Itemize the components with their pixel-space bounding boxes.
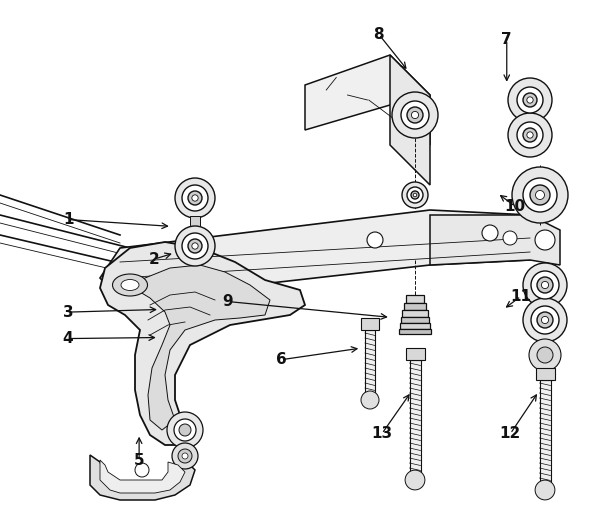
Text: 3: 3: [63, 305, 73, 320]
Circle shape: [182, 453, 188, 459]
Circle shape: [531, 271, 559, 299]
Text: 7: 7: [501, 32, 512, 47]
Circle shape: [407, 187, 423, 203]
Text: 6: 6: [276, 352, 287, 367]
Circle shape: [530, 185, 550, 205]
Text: 8: 8: [374, 27, 384, 42]
Text: 4: 4: [63, 331, 73, 346]
Circle shape: [537, 312, 553, 328]
Polygon shape: [390, 55, 430, 185]
Circle shape: [542, 316, 549, 324]
Polygon shape: [140, 265, 270, 430]
Bar: [400, 323, 430, 329]
Circle shape: [192, 243, 198, 249]
Bar: [410, 360, 420, 480]
Ellipse shape: [112, 274, 147, 296]
Circle shape: [529, 339, 561, 371]
Bar: [180, 446, 190, 454]
Circle shape: [523, 263, 567, 307]
Circle shape: [401, 101, 429, 129]
Circle shape: [531, 306, 559, 334]
Circle shape: [174, 419, 196, 441]
Circle shape: [517, 122, 543, 148]
Circle shape: [413, 193, 417, 197]
Circle shape: [135, 463, 149, 477]
Ellipse shape: [121, 279, 139, 290]
Polygon shape: [305, 55, 430, 145]
Circle shape: [192, 195, 198, 201]
Text: 12: 12: [500, 426, 521, 441]
Circle shape: [535, 230, 555, 250]
Polygon shape: [100, 242, 305, 445]
Bar: [522, 122, 538, 132]
Circle shape: [172, 443, 198, 469]
Circle shape: [508, 78, 552, 122]
Circle shape: [175, 178, 215, 218]
Text: 9: 9: [223, 294, 233, 309]
Bar: [402, 310, 428, 317]
Text: 5: 5: [134, 453, 144, 468]
Circle shape: [503, 231, 517, 245]
Circle shape: [367, 232, 383, 248]
Circle shape: [523, 128, 537, 142]
Circle shape: [523, 93, 537, 107]
Circle shape: [536, 190, 545, 199]
Circle shape: [508, 113, 552, 157]
Circle shape: [407, 107, 423, 123]
Circle shape: [402, 182, 428, 208]
Circle shape: [411, 112, 419, 118]
Bar: [537, 307, 553, 315]
Circle shape: [527, 132, 533, 138]
Bar: [399, 329, 431, 334]
Circle shape: [179, 424, 191, 436]
Text: 13: 13: [371, 426, 392, 441]
Bar: [406, 348, 424, 360]
Bar: [401, 317, 429, 323]
Circle shape: [537, 277, 553, 293]
Bar: [190, 216, 200, 226]
Circle shape: [167, 412, 203, 448]
Polygon shape: [100, 210, 530, 300]
Bar: [365, 330, 375, 400]
Circle shape: [188, 191, 202, 205]
Circle shape: [482, 225, 498, 241]
Circle shape: [527, 97, 533, 103]
Bar: [536, 368, 555, 380]
Circle shape: [188, 239, 202, 253]
Text: 1: 1: [63, 212, 73, 227]
Bar: [404, 303, 426, 310]
Circle shape: [182, 233, 208, 259]
Circle shape: [405, 470, 425, 490]
Circle shape: [523, 298, 567, 342]
Circle shape: [392, 92, 438, 138]
Polygon shape: [430, 215, 560, 265]
Bar: [361, 318, 379, 330]
Circle shape: [182, 185, 208, 211]
Polygon shape: [100, 460, 185, 493]
Circle shape: [517, 87, 543, 113]
Circle shape: [361, 391, 379, 409]
Circle shape: [535, 480, 555, 500]
Circle shape: [537, 347, 553, 363]
Circle shape: [175, 226, 215, 266]
Text: 11: 11: [510, 289, 532, 304]
Polygon shape: [90, 455, 195, 500]
Circle shape: [512, 167, 568, 223]
Circle shape: [523, 178, 557, 212]
Text: 2: 2: [149, 252, 159, 267]
Circle shape: [542, 281, 549, 289]
Circle shape: [411, 191, 419, 199]
Bar: [539, 380, 551, 490]
Circle shape: [178, 449, 192, 463]
Bar: [406, 295, 424, 303]
Text: 10: 10: [504, 199, 526, 214]
